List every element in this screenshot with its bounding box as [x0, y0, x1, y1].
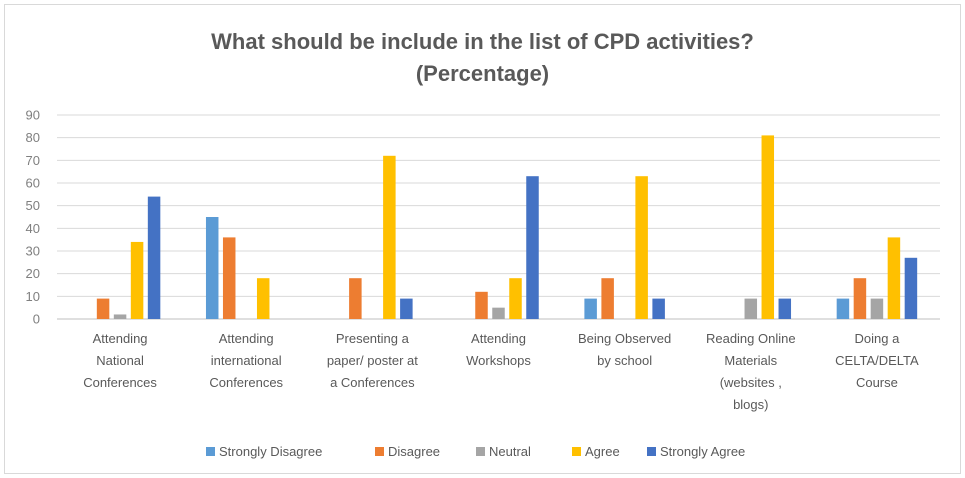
x-category-label: Reading Online Materials (websites , blogs): [706, 331, 796, 412]
x-category-label-line: paper/ poster at: [327, 353, 418, 368]
bar: [383, 155, 396, 319]
bar: [870, 298, 884, 319]
x-category-label: Attending National Conferences: [83, 331, 157, 390]
legend-label: Disagree: [388, 444, 440, 459]
legend-swatch: [476, 447, 485, 456]
chart-frame: [4, 4, 961, 474]
legend-swatch: [375, 447, 384, 456]
bar: [113, 314, 127, 319]
legend-label: Strongly Disagree: [219, 444, 322, 459]
x-category-label-line: Presenting a: [336, 331, 410, 346]
bar: [744, 298, 758, 319]
x-category-label: Doing a CELTA/DELTA Course: [835, 331, 919, 390]
y-tick-label: 50: [26, 198, 40, 213]
x-category-label-line: CELTA/DELTA: [835, 353, 919, 368]
bar: [836, 298, 850, 319]
legend-label: Neutral: [489, 444, 531, 459]
bar: [400, 298, 413, 319]
bar: [887, 237, 901, 319]
bar: [492, 307, 505, 319]
y-tick-label: 0: [33, 312, 40, 327]
bar: [904, 257, 918, 319]
x-category-label-line: Doing a: [855, 331, 901, 346]
x-axis: Attending National Conferences Attending int…: [83, 331, 919, 412]
bar: [526, 176, 539, 319]
y-tick-label: 70: [26, 153, 40, 168]
legend-label: Agree: [585, 444, 620, 459]
bar: [256, 278, 270, 319]
x-category-label-line: National: [96, 353, 144, 368]
bar: [853, 278, 867, 319]
bar: [601, 278, 614, 319]
x-category-label-line: Workshops: [466, 353, 531, 368]
legend-swatch: [647, 447, 656, 456]
y-tick-label: 80: [26, 130, 40, 145]
x-category-label-line: blogs): [733, 397, 768, 412]
bar: [147, 196, 161, 319]
bar: [635, 176, 648, 319]
gridlines: [57, 114, 940, 320]
y-tick-label: 30: [26, 244, 40, 259]
bar: [509, 278, 522, 319]
bar: [778, 298, 792, 319]
y-tick-label: 40: [26, 221, 40, 236]
bar: [761, 135, 775, 319]
chart-title-line-2: (Percentage): [415, 61, 550, 86]
bar: [475, 291, 488, 319]
y-axis: 0 10 20 30 40 50 60 70 80 90: [26, 108, 40, 327]
bar: [205, 217, 219, 319]
bar: [222, 237, 236, 319]
x-category-label-line: Conferences: [209, 375, 283, 390]
chart-title-line-1: What should be include in the list of CP…: [211, 29, 754, 54]
legend-swatch: [206, 447, 215, 456]
chart-title: What should be include in the list of CP…: [0, 26, 965, 90]
legend-swatch: [572, 447, 581, 456]
x-category-label: Being Observed by school: [578, 331, 671, 368]
bar: [130, 241, 144, 319]
x-category-label-line: Conferences: [83, 375, 157, 390]
x-category-label: Attending Workshops: [466, 331, 531, 368]
x-category-label-line: Materials: [724, 353, 777, 368]
legend-label: Strongly Agree: [660, 444, 745, 459]
y-tick-label: 60: [26, 176, 40, 191]
legend: Strongly Disagree Disagree Neutral Agree Str…: [206, 444, 745, 459]
bars: [96, 135, 918, 319]
x-category-label: Presenting a paper/ poster at a Conference…: [327, 331, 418, 390]
bar: [652, 298, 665, 319]
x-category-label: Attending international Conferences: [209, 331, 283, 390]
x-category-label-line: by school: [597, 353, 652, 368]
bar: [349, 278, 362, 319]
x-category-label-line: (websites ,: [720, 375, 782, 390]
bar: [584, 298, 597, 319]
y-tick-label: 20: [26, 266, 40, 281]
x-category-label-line: Attending: [219, 331, 274, 346]
x-category-label-line: Reading Online: [706, 331, 796, 346]
bar: [96, 298, 110, 319]
x-category-label-line: Course: [856, 375, 898, 390]
x-category-label-line: international: [211, 353, 282, 368]
x-category-label-line: a Conferences: [330, 375, 415, 390]
y-tick-label: 10: [26, 289, 40, 304]
y-tick-label: 90: [26, 108, 40, 123]
x-category-label-line: Attending: [93, 331, 148, 346]
x-category-label-line: Being Observed: [578, 331, 671, 346]
x-category-label-line: Attending: [471, 331, 526, 346]
